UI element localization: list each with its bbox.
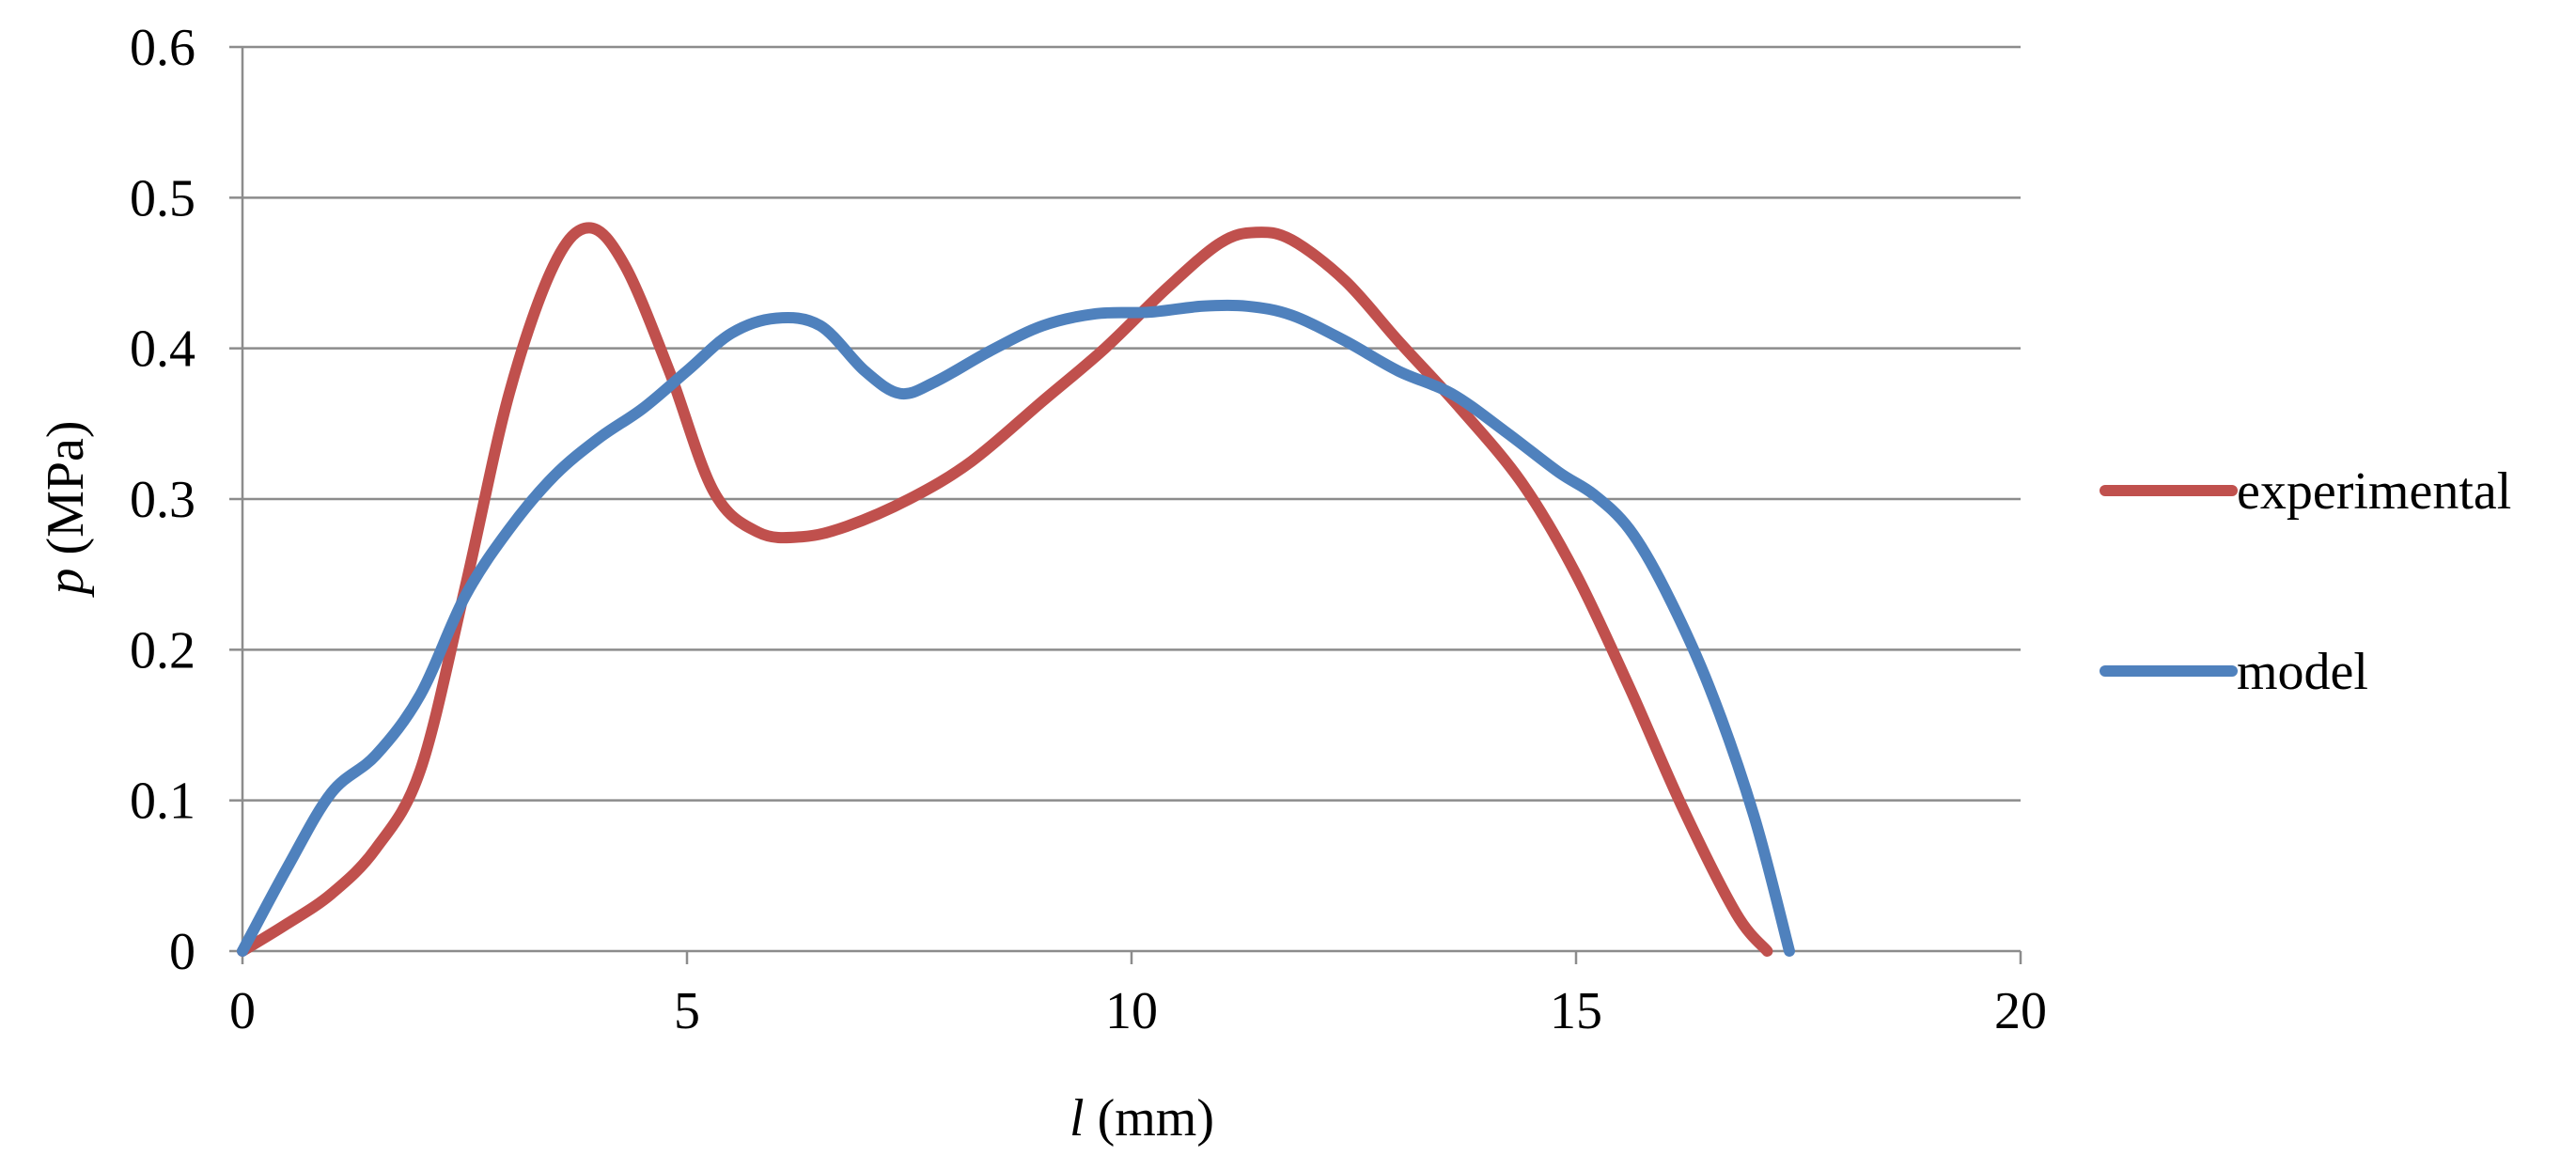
legend-label-experimental: experimental (2237, 462, 2511, 521)
y-tick-label-1: 0.1 (130, 773, 195, 831)
series-lines (237, 222, 1795, 957)
y-tick-label-2: 0.2 (130, 621, 195, 679)
x-axis-title: l (mm) (1069, 1089, 1214, 1148)
y-tick-label-6: 0.6 (130, 19, 195, 77)
axes (229, 45, 2022, 964)
y-tick-label-0: 0 (169, 923, 195, 981)
y-tick-label-5: 0.5 (130, 169, 195, 227)
y-tick-label-3: 0.3 (130, 471, 195, 529)
x-tick-label-2: 10 (1105, 982, 1158, 1040)
y-axis-title: p (MPa) (37, 420, 95, 598)
legend: experimental model (2100, 462, 2511, 701)
y-tick-label-4: 0.4 (130, 320, 195, 379)
x-tick-label-3: 15 (1550, 982, 1602, 1040)
tick-labels: 0 0.1 0.2 0.3 0.4 0.5 0.6 0 5 10 15 20 (130, 19, 2047, 1040)
y-axis-unit: (MPa) (37, 420, 95, 568)
x-axis-variable: l (1069, 1089, 1085, 1148)
x-tick-label-0: 0 (229, 982, 256, 1040)
x-tick-label-4: 20 (1994, 982, 2047, 1040)
gridlines (242, 45, 2021, 802)
x-tick-label-1: 5 (674, 982, 700, 1040)
x-axis-unit: (mm) (1085, 1089, 1214, 1148)
series-line-experimental (237, 222, 1773, 957)
legend-label-model: model (2237, 643, 2368, 701)
series-line-model (237, 299, 1795, 957)
y-axis-variable: p (37, 569, 95, 599)
